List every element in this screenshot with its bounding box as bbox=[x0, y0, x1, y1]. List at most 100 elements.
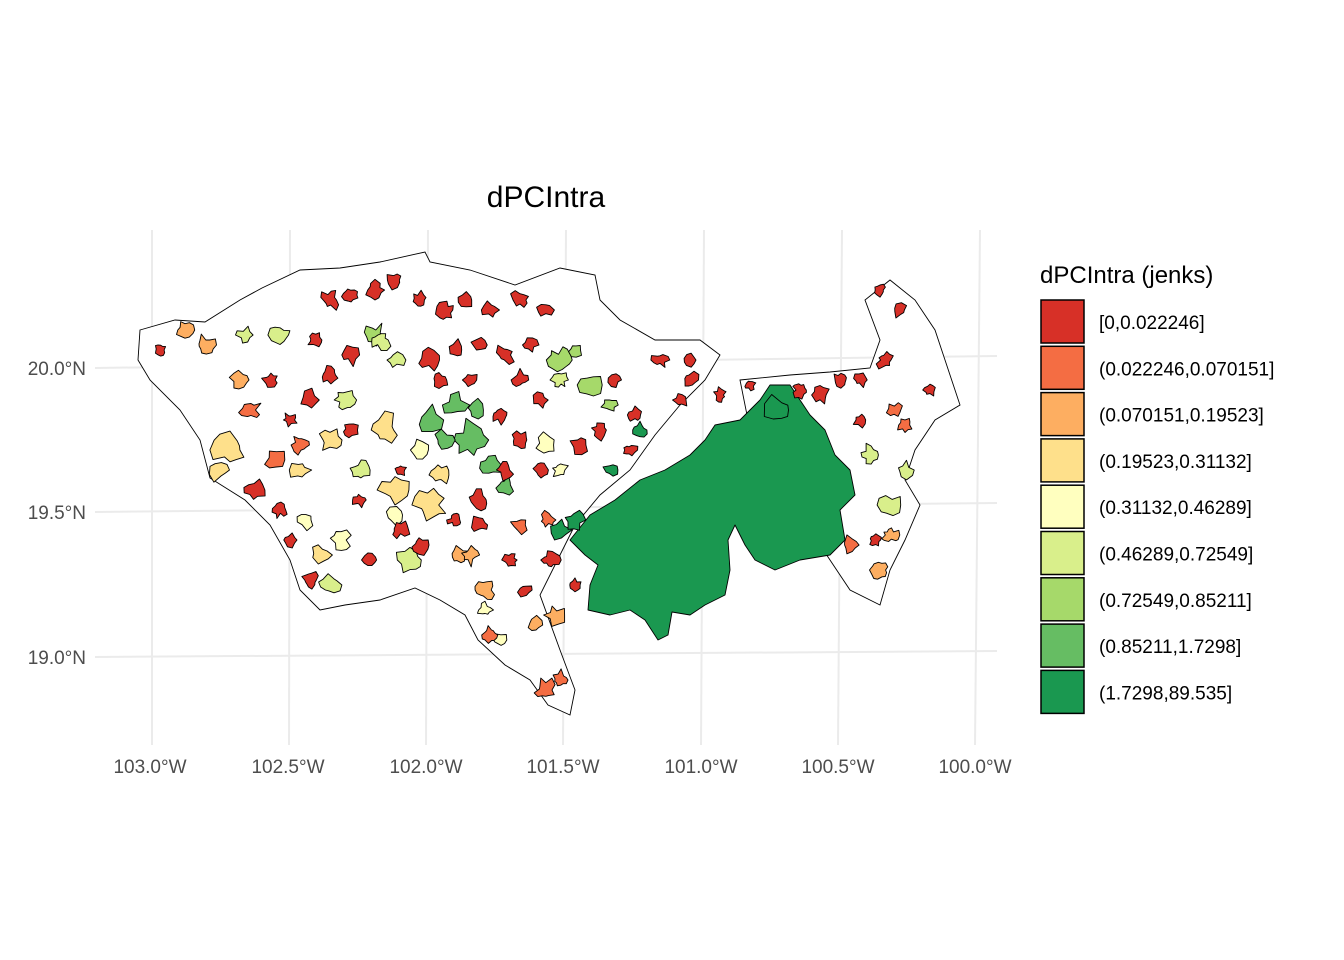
habitat-patch bbox=[361, 552, 378, 567]
map-title: dPCIntra bbox=[487, 181, 606, 214]
habitat-patch bbox=[341, 288, 359, 303]
habitat-patch bbox=[569, 384, 856, 641]
habitat-patch bbox=[869, 533, 882, 547]
habitat-patch bbox=[446, 512, 462, 527]
habitat-patch bbox=[568, 345, 582, 358]
legend-key bbox=[1040, 299, 1085, 344]
legend-label: [0,0.022246] bbox=[1099, 313, 1205, 334]
legend-key bbox=[1040, 484, 1085, 529]
habitat-patch bbox=[683, 352, 697, 368]
habitat-patch bbox=[897, 417, 913, 433]
habitat-patch bbox=[511, 430, 528, 450]
habitat-patch bbox=[543, 605, 566, 627]
legend-key bbox=[1040, 345, 1085, 391]
habitat-patch bbox=[763, 394, 789, 420]
habitat-patch bbox=[386, 351, 407, 368]
habitat-patch bbox=[623, 445, 639, 457]
habitat-patch bbox=[540, 550, 562, 568]
habitat-patch bbox=[713, 386, 727, 403]
habitat-patch bbox=[569, 437, 588, 456]
habitat-patch bbox=[290, 435, 310, 456]
habitat-patch bbox=[527, 614, 544, 631]
habitat-patch bbox=[433, 372, 449, 389]
habitat-patch bbox=[894, 302, 908, 319]
legend-label: (1.7298,89.535] bbox=[1099, 683, 1232, 704]
habitat-patch bbox=[386, 273, 402, 291]
habitat-patch bbox=[501, 553, 518, 567]
habitat-patch bbox=[922, 383, 936, 397]
habitat-patch bbox=[853, 372, 868, 389]
habitat-patch bbox=[467, 397, 484, 420]
habitat-patch bbox=[602, 464, 619, 477]
habitat-patch bbox=[349, 459, 371, 479]
legend-key bbox=[1040, 577, 1085, 622]
habitat-patch bbox=[288, 462, 313, 478]
legend-items: [0,0.022246] (0.022246,0.070151] (0.070151… bbox=[1040, 299, 1274, 715]
legend-key bbox=[1040, 623, 1085, 668]
habitat-patch bbox=[684, 370, 700, 387]
habitat-patch bbox=[479, 454, 503, 474]
habitat-patch bbox=[329, 529, 352, 551]
habitat-patch bbox=[333, 390, 358, 411]
habitat-patch bbox=[461, 545, 481, 568]
habitat-patch bbox=[881, 527, 901, 542]
legend-label: (0.72549,0.85211] bbox=[1099, 591, 1252, 612]
habitat-patch bbox=[343, 423, 359, 439]
habitat-patch bbox=[474, 580, 495, 600]
habitat-patch bbox=[481, 625, 499, 644]
habitat-patch bbox=[495, 344, 515, 365]
habitat-patch bbox=[626, 405, 642, 422]
habitat-patch bbox=[744, 380, 757, 392]
habitat-patch bbox=[576, 376, 603, 397]
habitat-patch bbox=[532, 391, 549, 409]
habitat-patch bbox=[844, 534, 860, 555]
habitat-patch bbox=[470, 336, 488, 351]
legend-key bbox=[1040, 669, 1085, 715]
habitat-patch bbox=[318, 428, 343, 451]
habitat-patch bbox=[365, 278, 386, 301]
habitat-patch bbox=[536, 303, 555, 317]
legend-label: (0.070151,0.19523] bbox=[1099, 406, 1264, 427]
habitat-patch bbox=[569, 577, 582, 593]
habitat-patch bbox=[510, 290, 529, 308]
habitat-patch bbox=[394, 465, 407, 476]
habitat-patch bbox=[243, 478, 266, 500]
habitat-patch bbox=[591, 422, 607, 442]
habitat-patch bbox=[411, 537, 430, 556]
habitat-patch bbox=[517, 585, 533, 598]
habitat-patch bbox=[852, 413, 867, 429]
habitat-patch bbox=[522, 337, 540, 353]
habitat-patch bbox=[301, 571, 319, 590]
habitat-patch bbox=[545, 346, 573, 373]
legend-label: (0.85211,1.7298] bbox=[1099, 637, 1241, 658]
habitat-patch bbox=[176, 321, 196, 339]
legend-title: dPCIntra (jenks) bbox=[1040, 262, 1213, 289]
habitat-patch bbox=[672, 393, 688, 407]
habitat-patch bbox=[320, 289, 340, 311]
habitat-patch bbox=[461, 374, 478, 388]
habitat-patch bbox=[312, 544, 333, 565]
habitat-patches bbox=[155, 273, 936, 698]
habitat-patch bbox=[468, 488, 488, 512]
habitat-patch bbox=[898, 459, 915, 481]
habitat-patch bbox=[198, 333, 217, 355]
legend-label: (0.46289,0.72549] bbox=[1099, 545, 1253, 566]
legend-key bbox=[1040, 530, 1085, 576]
habitat-patch bbox=[370, 410, 398, 444]
habitat-patch bbox=[238, 402, 262, 418]
habitat-patch bbox=[235, 325, 254, 344]
habitat-patch bbox=[811, 385, 830, 405]
habitat-patch bbox=[540, 509, 557, 528]
habitat-patch bbox=[600, 399, 619, 412]
habitat-patch bbox=[448, 338, 463, 357]
habitat-patch bbox=[267, 326, 291, 345]
habitat-patch bbox=[209, 430, 245, 463]
habitat-patch bbox=[550, 518, 573, 541]
x-tick-label: 100.5°W bbox=[801, 757, 874, 778]
habitat-patch bbox=[480, 300, 500, 318]
habitat-patch bbox=[532, 462, 549, 479]
y-tick-label: 19.0°N bbox=[28, 648, 86, 669]
x-tick-label: 100.0°W bbox=[938, 757, 1011, 778]
habitat-patch bbox=[875, 351, 894, 370]
habitat-patch bbox=[495, 461, 514, 482]
